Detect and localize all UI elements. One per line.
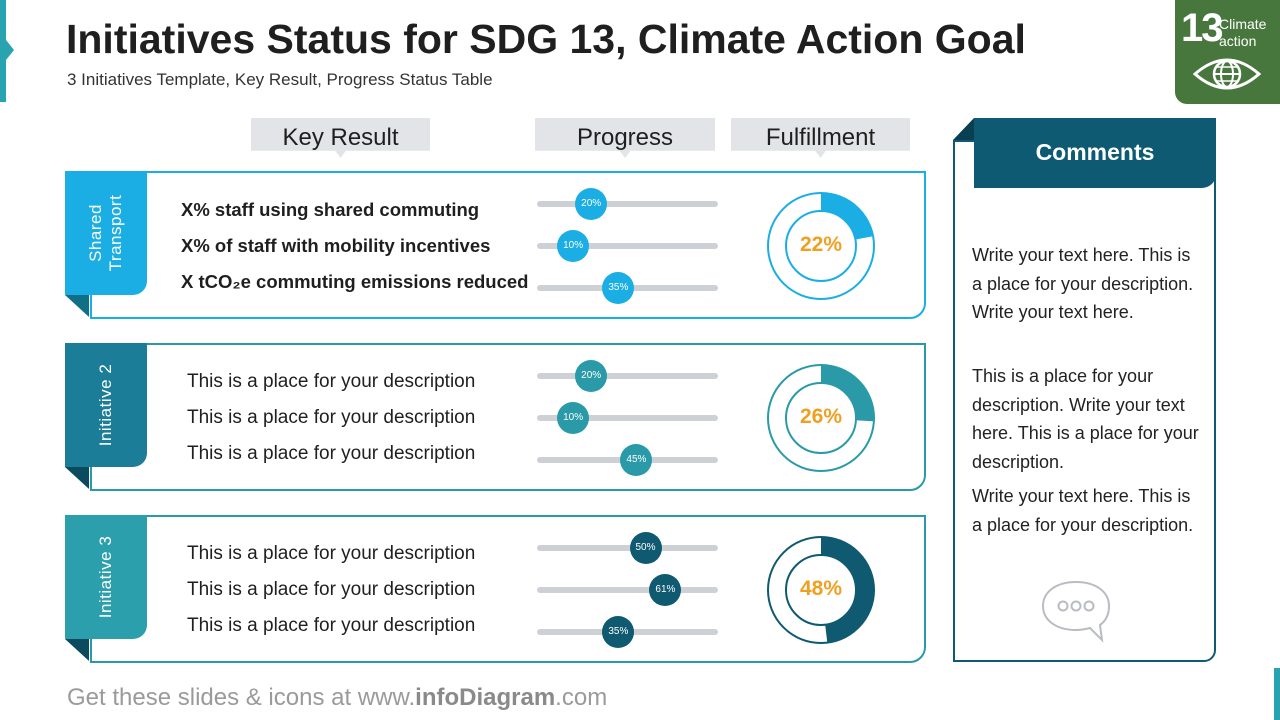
fulfillment-percent: 48% — [799, 577, 843, 600]
progress-knob[interactable]: 35% — [602, 616, 635, 648]
initiative-label-line1: Initiative 2 — [96, 363, 115, 447]
key-result-text: This is a place for your description — [187, 615, 476, 636]
progress-track — [537, 201, 718, 207]
key-result-text: X% of staff with mobility incentives — [181, 235, 491, 256]
sdg-label-line2: action — [1219, 33, 1257, 49]
speech-bubble-icon — [1041, 580, 1111, 643]
comments-header-fold — [953, 118, 974, 140]
initiative-tab-fold — [65, 295, 89, 317]
progress-knob[interactable]: 45% — [620, 444, 653, 476]
right-accent-bar — [1274, 668, 1280, 720]
footer-text: Get these slides & icons at www.infoDiag… — [67, 684, 607, 712]
initiative-tab: Initiative 3 — [65, 515, 147, 639]
fulfillment-donut — [767, 192, 875, 300]
sdg-number: 13 — [1181, 6, 1223, 50]
progress-knob[interactable]: 10% — [557, 402, 590, 434]
fulfillment-percent: 26% — [799, 405, 843, 428]
key-result-text: This is a place for your description — [187, 543, 476, 564]
initiative-tab: Initiative 2 — [65, 343, 147, 467]
initiative-label: Shared Transport — [86, 195, 126, 272]
fulfillment-donut — [767, 364, 875, 472]
initiative-tab-fold — [65, 639, 89, 661]
comments-panel — [953, 140, 1216, 662]
progress-track — [537, 545, 718, 551]
initiative-tab-fold — [65, 467, 89, 489]
key-result-text: This is a place for your description — [187, 579, 476, 600]
page-subtitle: 3 Initiatives Template, Key Result, Prog… — [67, 70, 493, 89]
progress-knob[interactable]: 20% — [575, 360, 608, 392]
comment-paragraph-1: Write your text here. This is a place fo… — [972, 245, 1194, 322]
comments-title: Comments — [974, 118, 1216, 188]
progress-knob[interactable]: 35% — [602, 272, 635, 304]
eye-globe-icon — [1193, 58, 1261, 90]
page-title: Initiatives Status for SDG 13, Climate A… — [66, 16, 1026, 62]
donut-fill-arc — [767, 192, 875, 300]
key-result-text: This is a place for your description — [187, 407, 476, 428]
progress-knob[interactable]: 20% — [575, 188, 608, 220]
fulfillment-percent: 22% — [799, 233, 843, 256]
initiative-label: Initiative 2 — [96, 364, 116, 447]
fulfillment-donut — [767, 536, 875, 644]
progress-knob[interactable]: 50% — [629, 532, 662, 564]
comment-paragraph-3: Write your text here. This is a place fo… — [972, 486, 1194, 535]
column-header-fulfillment: Fulfillment — [731, 118, 910, 158]
progress-track — [537, 373, 718, 379]
key-result-text: This is a place for your description — [187, 371, 476, 392]
footer-brand: infoDiagram — [415, 684, 556, 711]
progress-track — [537, 415, 718, 421]
key-result-text: This is a place for your description — [187, 443, 476, 464]
key-result-text: X% staff using shared commuting — [181, 199, 480, 220]
column-header-key-result: Key Result — [251, 118, 430, 158]
footer-suffix: .com — [555, 684, 608, 711]
initiative-label-line2: Transport — [106, 194, 125, 272]
left-accent-bar — [0, 0, 6, 102]
key-result-text: X tCO₂e commuting emissions reduced — [181, 271, 529, 292]
progress-knob[interactable]: 61% — [649, 574, 682, 606]
sdg-label: Climate action — [1219, 16, 1266, 50]
footer-prefix: Get these slides & icons at www. — [67, 684, 416, 711]
initiative-label: Initiative 3 — [96, 536, 116, 619]
progress-track — [537, 243, 718, 249]
initiative-label-line1: Initiative 3 — [96, 535, 115, 619]
initiative-tab: Shared Transport — [65, 171, 147, 295]
progress-track — [537, 587, 718, 593]
progress-knob[interactable]: 10% — [557, 230, 590, 262]
comment-paragraph-2: This is a place for your description. Wr… — [972, 366, 1199, 472]
left-accent-notch — [6, 40, 14, 60]
sdg-label-line1: Climate — [1219, 16, 1267, 32]
column-header-progress: Progress — [535, 118, 715, 158]
donut-fill-arc — [767, 364, 875, 472]
donut-fill-arc — [767, 536, 875, 644]
initiative-label-line1: Shared — [86, 204, 105, 262]
sdg-badge: 13 Climate action — [1175, 0, 1280, 104]
